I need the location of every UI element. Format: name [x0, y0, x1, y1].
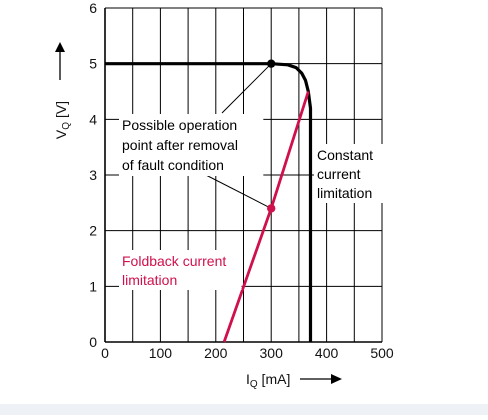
bottom-band — [0, 404, 488, 415]
annotation-background — [119, 114, 264, 176]
y-axis-arrow-head — [55, 42, 65, 52]
annotation-background — [314, 144, 393, 203]
x-tick-label: 300 — [260, 345, 284, 361]
annotation-possible-operation-line: Possible operation — [122, 117, 237, 133]
y-tick-label: 5 — [89, 56, 97, 72]
y-tick-label: 0 — [89, 334, 97, 350]
y-axis-label: VQ [V] — [53, 101, 72, 139]
annotation-leader-line — [221, 63, 272, 114]
x-axis-arrow-head — [331, 374, 342, 384]
x-tick-label: 400 — [315, 345, 339, 361]
annotation-foldback-current-line: Foldback current — [122, 253, 226, 269]
annotation-background — [119, 250, 242, 290]
annotation-possible-operation-line: of fault condition — [122, 157, 224, 173]
annotation-constant-current-line: limitation — [317, 185, 372, 201]
y-tick-label: 1 — [89, 278, 97, 294]
x-tick-label: 100 — [149, 345, 173, 361]
y-tick-label: 3 — [89, 167, 97, 183]
annotation-constant-current-line: Constant — [317, 147, 373, 163]
x-tick-label: 0 — [101, 345, 109, 361]
annotation-possible-operation-line: point after removal — [122, 137, 238, 153]
y-tick-label: 2 — [89, 223, 97, 239]
operation-point-marker — [267, 59, 276, 68]
series-line-constant — [105, 62, 313, 342]
x-tick-label: 500 — [370, 345, 394, 361]
annotation-foldback-current-line: limitation — [122, 272, 177, 288]
y-tick-label: 6 — [89, 0, 97, 16]
x-axis-label: IQ [mA] — [246, 371, 290, 390]
annotation-constant-current-line: current — [317, 166, 361, 182]
x-tick-label: 200 — [204, 345, 228, 361]
annotation-leader-line — [201, 172, 272, 209]
operation-point-marker — [267, 204, 276, 213]
y-tick-label: 4 — [89, 111, 97, 127]
